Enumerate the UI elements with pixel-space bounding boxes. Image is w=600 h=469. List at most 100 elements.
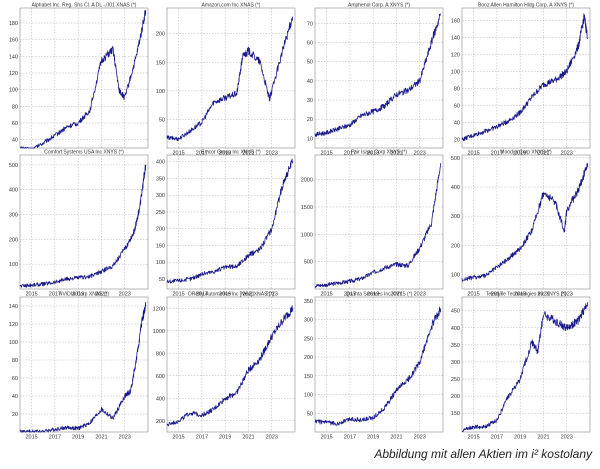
y-tick-label: 150 xyxy=(156,243,165,249)
x-tick-label: 2021 xyxy=(242,435,254,441)
x-tick-label: 2021 xyxy=(242,151,254,157)
y-tick-label: 180 xyxy=(9,21,18,27)
chart-panel-6: 50 100 150 200 250 300 350 400 2015 2017 2019 2021 2… xyxy=(156,150,296,298)
x-tick-label: 2017 xyxy=(491,435,503,441)
y-tick-label: 40 xyxy=(307,79,313,85)
price-line xyxy=(166,158,294,284)
x-tick-label: 2019 xyxy=(219,435,231,441)
chart-panel-12: 150 200 250 300 350 400 450 2015 2017 2019 2021 202… xyxy=(451,292,591,441)
x-tick-label: 2019 xyxy=(219,292,231,298)
x-tick-label: 2023 xyxy=(561,435,573,441)
x-tick-label: 2019 xyxy=(514,292,526,298)
y-tick-label: 300 xyxy=(451,214,460,220)
x-tick-label: 2015 xyxy=(468,292,480,298)
y-tick-label: 80 xyxy=(454,87,460,93)
x-tick-label: 2023 xyxy=(414,151,426,157)
y-tick-label: 100 xyxy=(156,260,165,266)
y-tick-label: 300 xyxy=(451,360,460,366)
y-tick-label: 2000 xyxy=(301,178,313,184)
price-line xyxy=(19,164,147,288)
y-tick-label: 350 xyxy=(304,299,313,305)
x-tick-label: 2017 xyxy=(344,292,356,298)
x-tick-label: 2021 xyxy=(390,292,402,298)
y-tick-label: 100 xyxy=(9,340,18,346)
y-tick-label: 300 xyxy=(304,318,313,324)
x-tick-label: 2017 xyxy=(196,435,208,441)
y-tick-label: 400 xyxy=(451,185,460,191)
y-tick-label: 100 xyxy=(451,70,460,76)
y-tick-label: 200 xyxy=(304,355,313,361)
x-tick-label: 2023 xyxy=(266,292,278,298)
y-tick-label: 250 xyxy=(451,377,460,383)
x-tick-label: 2015 xyxy=(321,151,333,157)
x-tick-label: 2019 xyxy=(514,151,526,157)
y-tick-label: 200 xyxy=(156,227,165,233)
y-tick-label: 60 xyxy=(454,104,460,110)
plot-frame xyxy=(314,7,444,149)
price-line xyxy=(461,302,589,432)
panel-title: Emcor Group Inc XNYS (*) xyxy=(201,150,261,156)
y-tick-label: 70 xyxy=(307,21,313,27)
plot-frame xyxy=(19,154,149,290)
y-tick-label: 400 xyxy=(451,326,460,332)
panel-title: Amphenol Corp. A XNYS (*) xyxy=(348,3,410,9)
x-tick-label: 2015 xyxy=(468,151,480,157)
y-tick-label: 200 xyxy=(156,419,165,425)
x-tick-label: 2023 xyxy=(266,151,278,157)
panel-title: Teledyne Technologies Inc XNYS (*) xyxy=(486,292,567,298)
y-tick-label: 300 xyxy=(9,213,18,219)
plot-frame xyxy=(166,296,296,433)
chart-panel-5: 100 200 300 400 500 2015 2017 2019 2021 2023 Comfo… xyxy=(9,150,149,298)
y-tick-label: 150 xyxy=(451,411,460,417)
chart-panel-8: 100 200 300 400 500 2015 2017 2019 2021 2023 Moody… xyxy=(451,150,591,298)
y-tick-label: 500 xyxy=(9,163,18,169)
x-tick-label: 2017 xyxy=(196,151,208,157)
x-tick-label: 2017 xyxy=(196,292,208,298)
plot-frame xyxy=(166,7,296,149)
panel-title: Amazon.com Inc XNAS (*) xyxy=(202,3,261,9)
x-tick-label: 2017 xyxy=(344,435,356,441)
price-line xyxy=(314,306,442,426)
price-line xyxy=(19,9,147,149)
x-tick-label: 2021 xyxy=(95,292,107,298)
y-tick-label: 50 xyxy=(307,60,313,66)
y-tick-label: 250 xyxy=(304,336,313,342)
panel-title: Alphabet Inc. Reg. Shs Cl. A DL -,001 XN… xyxy=(32,3,137,9)
chart-panel-1: 40 60 80 100 120 140 160 180 Alphabet Inc. Reg. … xyxy=(9,3,149,149)
y-tick-label: 40 xyxy=(12,138,18,144)
y-tick-label: 100 xyxy=(156,89,165,95)
y-tick-label: 160 xyxy=(451,19,460,25)
x-tick-label: 2021 xyxy=(390,435,402,441)
y-tick-label: 200 xyxy=(156,32,165,38)
x-tick-label: 2023 xyxy=(414,292,426,298)
price-line xyxy=(314,163,442,288)
x-tick-label: 2015 xyxy=(26,435,38,441)
y-tick-label: 300 xyxy=(156,193,165,199)
y-tick-label: 800 xyxy=(156,351,165,357)
plot-frame xyxy=(166,154,296,290)
y-tick-label: 400 xyxy=(9,188,18,194)
y-tick-label: 500 xyxy=(304,260,313,266)
x-tick-label: 2019 xyxy=(367,151,379,157)
x-tick-label: 2021 xyxy=(537,151,549,157)
panel-title: Booz Allen Hamilton Hldg Corp. A XNYS (*… xyxy=(478,3,574,9)
panel-title: OReilly Automotive Inc [New] XNAS (*) xyxy=(188,292,274,298)
y-tick-label: 200 xyxy=(451,243,460,249)
x-tick-label: 2023 xyxy=(119,435,131,441)
x-tick-label: 2017 xyxy=(491,292,503,298)
x-tick-label: 2015 xyxy=(173,435,185,441)
y-tick-label: 60 xyxy=(307,41,313,47)
y-tick-label: 100 xyxy=(9,88,18,94)
y-tick-label: 30 xyxy=(307,98,313,104)
y-tick-label: 100 xyxy=(451,272,460,278)
y-tick-label: 60 xyxy=(12,376,18,382)
y-tick-label: 80 xyxy=(12,358,18,364)
y-tick-label: 250 xyxy=(156,210,165,216)
y-tick-label: 150 xyxy=(156,60,165,66)
x-tick-label: 2017 xyxy=(49,435,61,441)
x-tick-label: 2021 xyxy=(390,151,402,157)
plot-frame xyxy=(461,154,591,290)
chart-panel-11: 50 100 150 200 250 300 350 2015 2017 2019 2021 2023… xyxy=(304,292,444,441)
y-tick-label: 350 xyxy=(156,176,165,182)
y-tick-label: 1500 xyxy=(301,205,313,211)
